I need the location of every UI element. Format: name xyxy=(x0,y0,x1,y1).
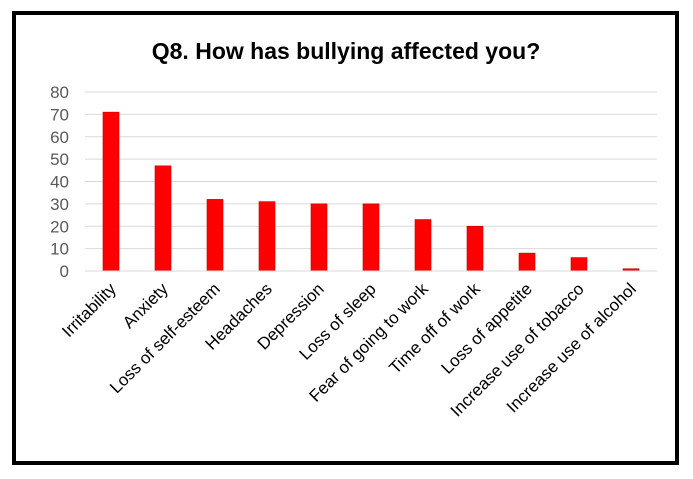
chart-title: Q8. How has bullying affected you? xyxy=(152,38,541,64)
y-tick-label: 50 xyxy=(50,150,69,169)
y-tick-label: 0 xyxy=(60,262,69,281)
y-tick-label: 30 xyxy=(50,195,69,214)
bars xyxy=(103,112,639,271)
x-tick-label: Irritability xyxy=(58,279,120,341)
y-tick-label: 20 xyxy=(50,217,69,236)
y-tick-label: 80 xyxy=(50,83,69,102)
x-tick-label: Time off of work xyxy=(386,279,485,378)
y-axis-ticks: 0 10 20 30 40 50 60 70 80 xyxy=(50,83,69,281)
y-tick-label: 60 xyxy=(50,128,69,147)
y-tick-label: 10 xyxy=(50,240,69,259)
y-tick-label: 40 xyxy=(50,173,69,192)
bar xyxy=(311,204,327,271)
bar xyxy=(363,204,379,271)
y-tick-label: 70 xyxy=(50,105,69,124)
bar xyxy=(207,199,223,271)
bar xyxy=(415,220,431,271)
x-tick-label: Loss of appetite xyxy=(438,279,536,377)
bar xyxy=(519,253,535,271)
bar xyxy=(467,226,483,271)
bar xyxy=(155,166,171,271)
bar xyxy=(259,202,275,271)
bar xyxy=(571,258,587,271)
bar xyxy=(103,112,119,271)
